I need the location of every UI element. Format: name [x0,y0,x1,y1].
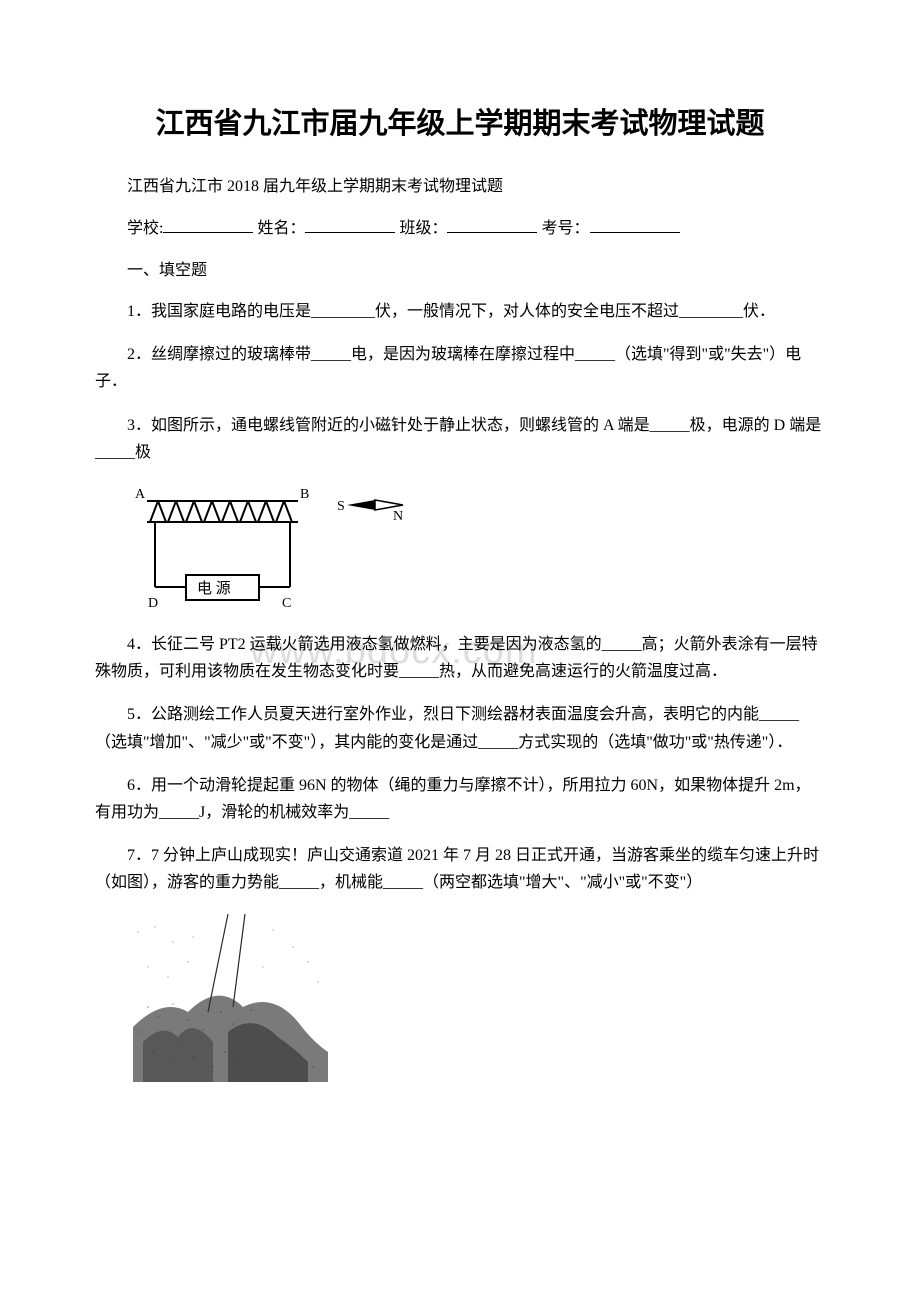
label-c: C [282,596,291,611]
coil-loop [186,501,202,522]
label-a: A [135,487,146,502]
question-6: 6．用一个动滑轮提起重 96N 的物体（绳的重力与摩擦不计），所用拉力 60N，… [95,772,825,826]
coil-loop [276,501,292,522]
school-label: 学校: [127,220,163,237]
coil-loop [168,501,184,522]
coil-loop [150,501,166,522]
page-title: 江西省九江市届九年级上学期期末考试物理试题 [95,100,825,142]
question-3: 3．如图所示，通电螺线管附近的小磁针处于静止状态，则螺线管的 A 端是_____… [95,412,825,466]
coil-loop [204,501,220,522]
power-label: 电 源 [197,580,231,597]
label-b: B [300,487,309,502]
name-blank [305,215,395,233]
school-blank [163,215,253,233]
compass-needle-left [347,500,375,510]
label-d: D [148,596,158,611]
examno-label: 考号： [541,220,589,237]
name-label: 姓名： [257,220,305,237]
student-info-line: 学校: 姓名： 班级： 考号： [95,214,825,238]
coil-loop [258,501,274,522]
question-4: 4．长征二号 PT2 运载火箭选用液态氢做燃料，主要是因为液态氢的_____高；… [95,631,825,685]
question-1: 1．我国家庭电路的电压是________伏，一般情况下，对人体的安全电压不超过_… [95,298,825,325]
coil-loop [240,501,256,522]
coil-loop [222,501,238,522]
label-n: N [393,509,403,524]
figure-q7-cablecar [133,912,825,1087]
examno-blank [590,215,680,233]
question-7: 7．7 分钟上庐山成现实！庐山交通索道 2021 年 7 月 28 日正式开通，… [95,842,825,896]
question-5: 5．公路测绘工作人员夏天进行室外作业，烈日下测绘器材表面温度会升高，表明它的内能… [95,701,825,755]
class-label: 班级： [399,220,447,237]
section-header: 一、填空题 [95,256,825,280]
figure-q3-solenoid: A B 电 源 D C S [133,482,825,617]
subtitle: 江西省九江市 2018 届九年级上学期期末考试物理试题 [95,172,825,196]
class-blank [447,215,537,233]
label-s: S [337,499,345,514]
question-2: 2．丝绸摩擦过的玻璃棒带_____电，是因为玻璃棒在摩擦过程中_____（选填"… [95,341,825,395]
